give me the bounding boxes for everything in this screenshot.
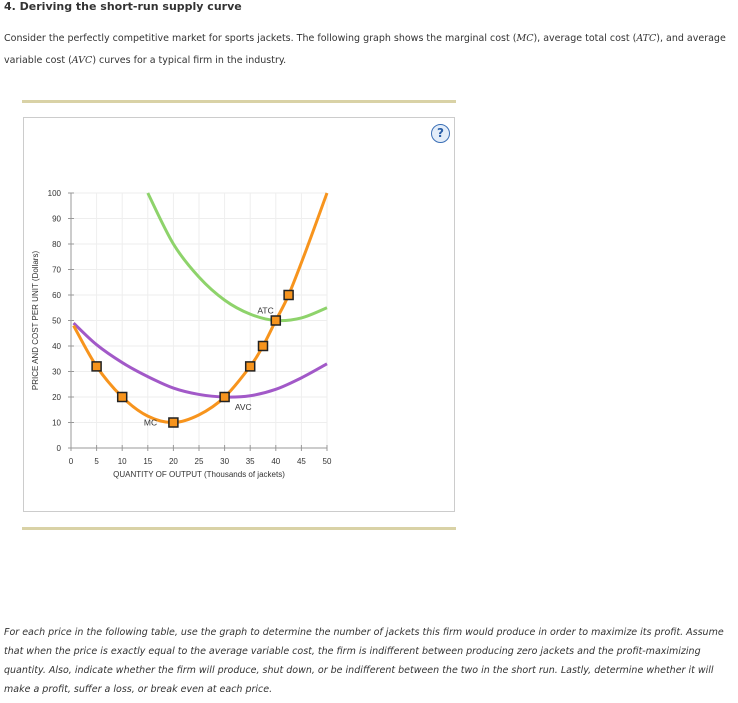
y-tick-label: 0 [57,444,62,453]
x-tick-label: 40 [271,457,280,466]
divider-bottom [22,527,456,530]
intro-text: Consider the perfectly competitive marke… [4,33,726,66]
y-tick-label: 30 [52,368,61,377]
y-tick-label: 100 [48,189,62,198]
mc-marker [244,361,256,372]
y-tick-label: 60 [52,291,61,300]
mc-marker [168,417,179,428]
x-tick-label: 0 [69,457,74,466]
avc-label: AVC [235,402,252,412]
mc-marker [116,391,128,403]
y-tick-label: 50 [52,317,61,326]
avc-curve [72,321,328,399]
mc-marker [283,289,294,301]
mc-marker [219,391,230,403]
x-tick-label: 45 [297,457,306,466]
x-axis-label: QUANTITY OF OUTPUT (Thousands of jackets… [113,470,285,479]
y-tick-label: 80 [52,240,61,249]
x-tick-label: 35 [246,457,255,466]
mc-marker [270,315,282,326]
question-mark-icon[interactable]: ? [431,124,450,143]
mc-marker [257,340,269,352]
x-tick-label: 20 [169,457,178,466]
x-tick-label: 15 [143,457,152,466]
atc-label: ATC [257,305,273,315]
y-tick-label: 70 [52,266,61,275]
y-axis-label: PRICE AND COST PER UNIT (Dollars) [31,251,40,391]
graph-panel [23,117,455,512]
x-tick-label: 5 [94,457,99,466]
mc-label: MC [144,418,157,428]
mc-marker [91,361,102,372]
y-tick-label: 90 [52,215,61,224]
mc-curve [72,192,329,425]
x-tick-label: 30 [220,457,229,466]
question-title: 4. Deriving the short-run supply curve [4,0,242,13]
y-tick-label: 10 [52,419,61,428]
y-tick-label: 20 [52,393,61,402]
y-tick-label: 40 [52,342,61,351]
x-tick-label: 25 [195,457,204,466]
x-tick-label: 10 [118,457,127,466]
instructions-text: For each price in the following table, u… [4,627,724,695]
divider-top [22,100,456,103]
atc-curve [146,192,328,323]
x-tick-label: 50 [323,457,332,466]
